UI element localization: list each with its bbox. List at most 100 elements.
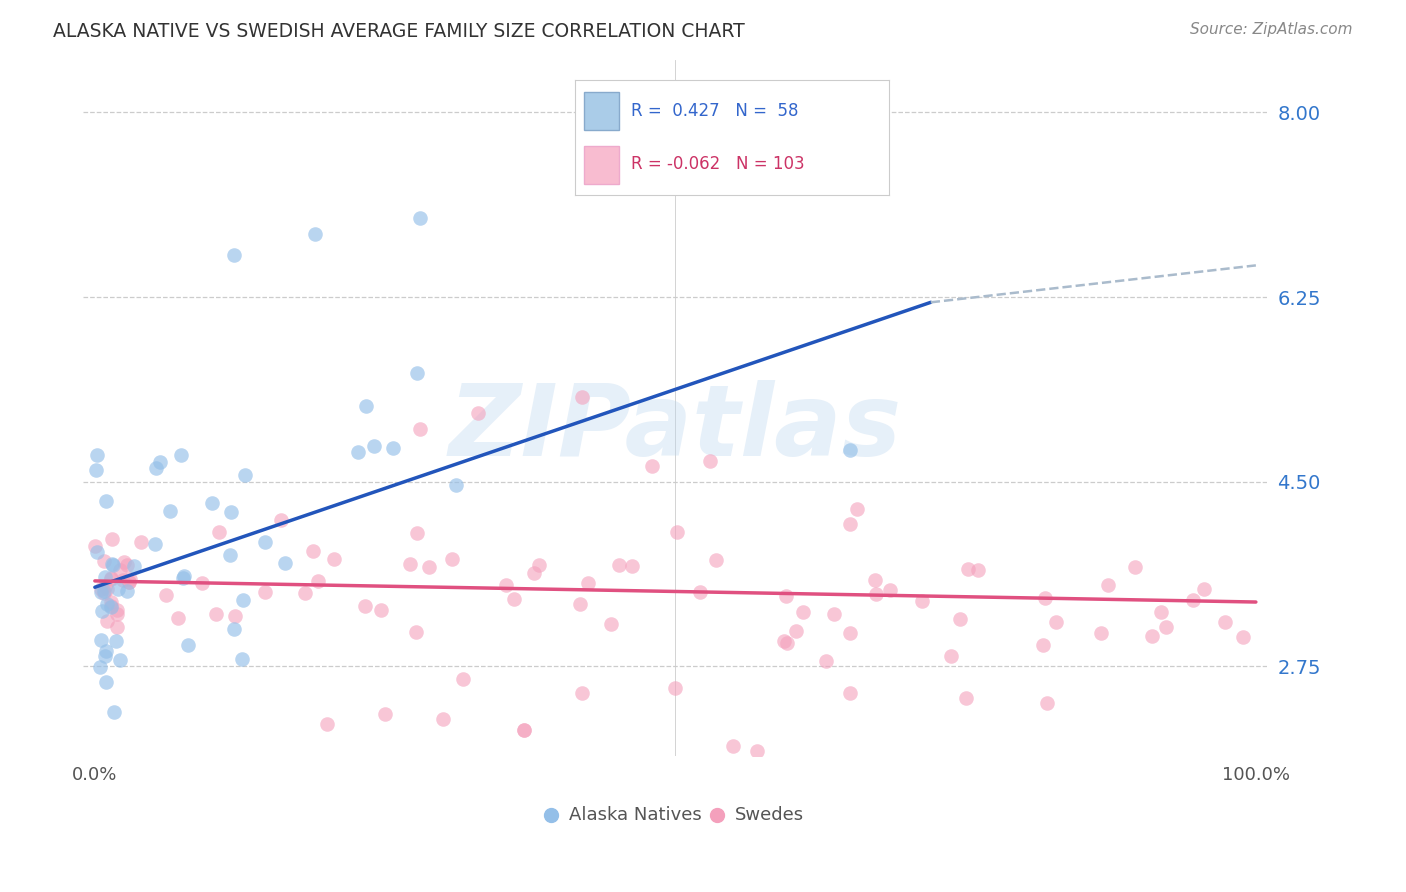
Point [441, 552, 464, 566]
Point [374, 706, 396, 721]
Point [607, 558, 630, 572]
Point [96, 582, 118, 596]
Point [96, 614, 118, 628]
Point [354, 399, 377, 413]
Point [723, 739, 745, 753]
Point [1213, 615, 1236, 629]
Point [785, 624, 807, 639]
Point [955, 691, 977, 706]
Point [224, 623, 246, 637]
Point [967, 563, 990, 577]
Point [865, 573, 887, 587]
Point [108, 563, 131, 577]
Point [910, 594, 932, 608]
Text: Source: ZipAtlas.com: Source: ZipAtlas.com [1189, 22, 1353, 37]
Point [939, 649, 962, 664]
Point [949, 612, 972, 626]
Point [846, 502, 869, 516]
Point [129, 535, 152, 549]
Point [354, 599, 377, 613]
Point [86, 449, 108, 463]
Point [523, 566, 546, 581]
Point [1182, 592, 1205, 607]
Text: Swedes: Swedes [734, 806, 804, 824]
Point [1090, 625, 1112, 640]
Point [664, 681, 686, 695]
Point [527, 558, 550, 572]
Point [96, 597, 118, 611]
Point [1097, 578, 1119, 592]
Point [704, 553, 727, 567]
Point [108, 653, 131, 667]
Point [96, 643, 118, 657]
Point [89, 660, 111, 674]
Point [219, 505, 242, 519]
Point [233, 467, 256, 482]
Point [409, 211, 432, 225]
Point [495, 578, 517, 592]
Point [1123, 560, 1146, 574]
Point [101, 533, 124, 547]
Point [1192, 582, 1215, 596]
Point [96, 494, 118, 508]
Point [84, 539, 107, 553]
Point [105, 620, 128, 634]
Point [100, 572, 122, 586]
Point [111, 573, 134, 587]
Point [274, 556, 297, 570]
Point [93, 586, 115, 600]
Point [399, 558, 422, 572]
Point [118, 575, 141, 590]
Point [323, 551, 346, 566]
Point [1150, 605, 1173, 619]
Point [451, 672, 474, 686]
Point [100, 599, 122, 613]
Point [302, 544, 325, 558]
Point [316, 717, 339, 731]
Point [1140, 629, 1163, 643]
Point [502, 592, 524, 607]
Point [170, 448, 193, 462]
Point [117, 583, 139, 598]
Point [823, 607, 845, 621]
Point [190, 576, 212, 591]
Point [382, 441, 405, 455]
Point [571, 686, 593, 700]
Point [104, 634, 127, 648]
Point [405, 366, 427, 380]
Point [219, 548, 242, 562]
Point [224, 248, 246, 262]
Point [307, 574, 329, 589]
Point [94, 570, 117, 584]
Point [775, 589, 797, 603]
Point [838, 626, 860, 640]
Point [409, 422, 432, 436]
Point [838, 516, 860, 531]
Point [155, 588, 177, 602]
Point [86, 463, 108, 477]
Point [620, 559, 643, 574]
Point [879, 583, 901, 598]
Point [122, 559, 145, 574]
Point [294, 585, 316, 599]
Point [370, 603, 392, 617]
Point [90, 584, 112, 599]
Point [200, 495, 222, 509]
Point [94, 648, 117, 663]
Point [1045, 615, 1067, 629]
Point [304, 227, 326, 241]
Point [172, 571, 194, 585]
Point [792, 606, 814, 620]
Point [432, 712, 454, 726]
Point [117, 574, 139, 589]
Point [101, 558, 124, 572]
Point [773, 634, 796, 648]
Point [112, 555, 135, 569]
Point [513, 723, 536, 738]
Point [205, 607, 228, 622]
Point [96, 674, 118, 689]
Point [699, 453, 721, 467]
Point [105, 607, 128, 621]
Point [115, 558, 138, 572]
Point [444, 478, 467, 492]
